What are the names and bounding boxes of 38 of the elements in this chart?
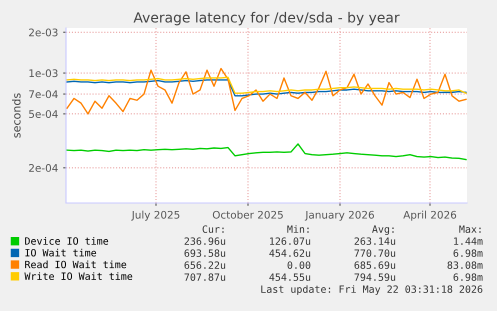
text: 794.59u [354, 273, 396, 281]
legend-label: IO Wait time [25, 248, 96, 257]
chart-title: Average latency for /dev/sda - by year [134, 12, 400, 26]
legend-label: Device IO time [25, 237, 108, 245]
text: Max: [459, 225, 481, 233]
text: 263.14u [354, 237, 396, 245]
text: Last update: Fri May 22 03:31:18 2026 [261, 285, 482, 295]
text: 693.58u [184, 249, 226, 257]
text: Min: [287, 225, 309, 233]
text: 6.98m [454, 273, 483, 281]
text: 656.22u [184, 261, 226, 269]
text: 236.96u [184, 237, 226, 245]
y-tick-label: 2e-03 [29, 28, 58, 36]
line-series [66, 143, 467, 160]
text: 83.08m [448, 261, 483, 269]
x-tick-label: October 2025 [212, 210, 283, 219]
text: Cur: [202, 225, 224, 233]
text: 0.00 [288, 261, 310, 269]
x-tick-label: January 2026 [304, 210, 374, 221]
y-tick-label: 1e-03 [29, 69, 58, 78]
y-tick-label: 7e-04 [29, 90, 58, 98]
text: 6.98m [454, 249, 483, 257]
x-tick-label: July 2025 [131, 210, 180, 221]
legend-label: Read IO Wait time [25, 260, 126, 268]
text: 1.44m [454, 237, 483, 245]
text: 454.55u [269, 273, 310, 281]
y-tick-label: 2e-04 [29, 164, 58, 172]
line-series [66, 68, 467, 115]
legend-label: Write IO Wait time [24, 272, 132, 280]
y-axis-title: seconds [12, 93, 21, 138]
text: 126.07u [270, 237, 310, 245]
text: 770.70u [354, 249, 396, 257]
text: 707.87u [184, 273, 226, 281]
text: 685.69u [354, 261, 396, 269]
y-tick-label: 5e-04 [29, 110, 58, 118]
x-tick-label: April 2026 [403, 210, 456, 221]
text: 454.62u [269, 249, 310, 257]
text: Avg: [372, 225, 394, 235]
